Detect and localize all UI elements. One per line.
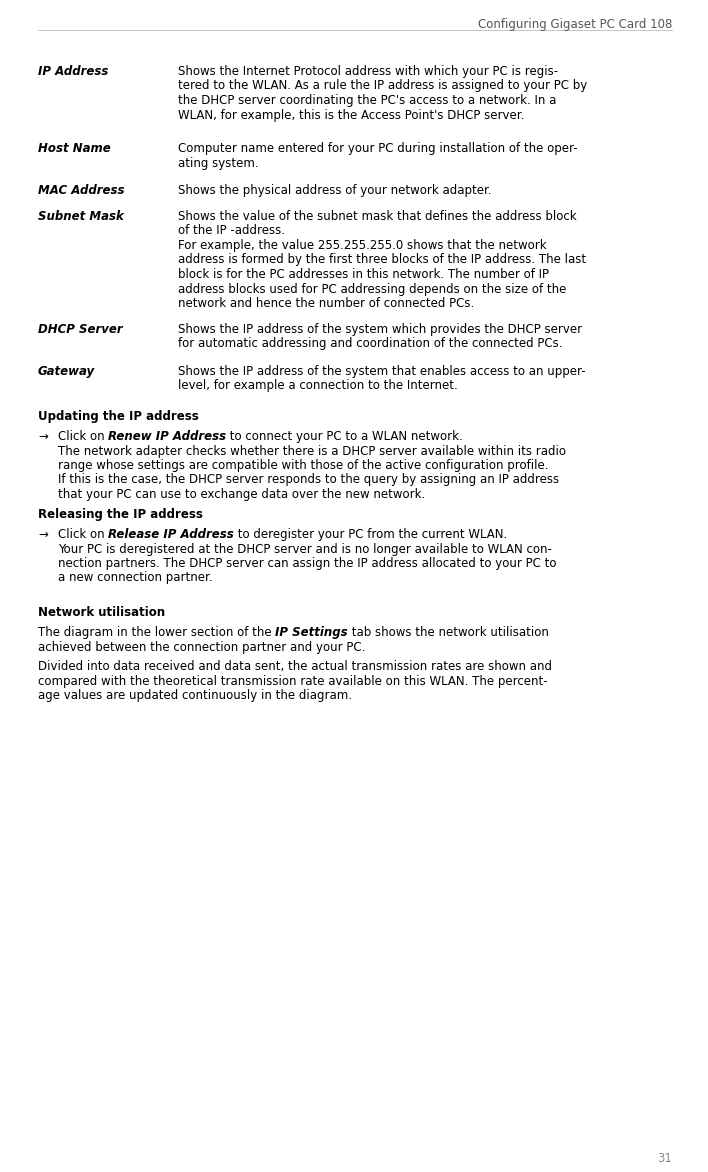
Text: →: → (38, 430, 48, 443)
Text: that your PC can use to exchange data over the new network.: that your PC can use to exchange data ov… (58, 488, 426, 500)
Text: Shows the Internet Protocol address with which your PC is regis-: Shows the Internet Protocol address with… (178, 64, 558, 79)
Text: network and hence the number of connected PCs.: network and hence the number of connecte… (178, 297, 474, 311)
Text: Configuring Gigaset PC Card 108: Configuring Gigaset PC Card 108 (478, 18, 672, 30)
Text: the DHCP server coordinating the PC's access to a network. In a: the DHCP server coordinating the PC's ac… (178, 94, 556, 107)
Text: Click on: Click on (58, 529, 108, 541)
Text: Host Name: Host Name (38, 142, 110, 155)
Text: Click on: Click on (58, 430, 108, 443)
Text: If this is the case, the DHCP server responds to the query by assigning an IP ad: If this is the case, the DHCP server res… (58, 473, 559, 486)
Text: The network adapter checks whether there is a DHCP server available within its r: The network adapter checks whether there… (58, 444, 566, 457)
Text: Network utilisation: Network utilisation (38, 606, 165, 619)
Text: range whose settings are compatible with those of the active configuration profi: range whose settings are compatible with… (58, 459, 549, 472)
Text: level, for example a connection to the Internet.: level, for example a connection to the I… (178, 380, 458, 393)
Text: DHCP Server: DHCP Server (38, 323, 122, 336)
Text: Shows the IP address of the system that enables access to an upper-: Shows the IP address of the system that … (178, 364, 586, 379)
Text: Divided into data received and data sent, the actual transmission rates are show: Divided into data received and data sent… (38, 660, 552, 673)
Text: address is formed by the first three blocks of the IP address. The last: address is formed by the first three blo… (178, 253, 586, 266)
Text: to deregister your PC from the current WLAN.: to deregister your PC from the current W… (234, 529, 508, 541)
Text: IP Address: IP Address (38, 64, 108, 79)
Text: to connect your PC to a WLAN network.: to connect your PC to a WLAN network. (227, 430, 463, 443)
Text: The diagram in the lower section of the: The diagram in the lower section of the (38, 626, 275, 639)
Text: IP Settings: IP Settings (275, 626, 348, 639)
Text: Updating the IP address: Updating the IP address (38, 410, 199, 423)
Text: nection partners. The DHCP server can assign the IP address allocated to your PC: nection partners. The DHCP server can as… (58, 557, 556, 570)
Text: tered to the WLAN. As a rule the IP address is assigned to your PC by: tered to the WLAN. As a rule the IP addr… (178, 80, 587, 93)
Text: Shows the physical address of your network adapter.: Shows the physical address of your netwo… (178, 184, 491, 197)
Text: →: → (38, 529, 48, 541)
Text: Your PC is deregistered at the DHCP server and is no longer available to WLAN co: Your PC is deregistered at the DHCP serv… (58, 543, 552, 556)
Text: block is for the PC addresses in this network. The number of IP: block is for the PC addresses in this ne… (178, 268, 549, 281)
Text: address blocks used for PC addressing depends on the size of the: address blocks used for PC addressing de… (178, 282, 566, 295)
Text: ating system.: ating system. (178, 157, 258, 170)
Text: Release IP Address: Release IP Address (108, 529, 234, 541)
Text: For example, the value 255.255.255.0 shows that the network: For example, the value 255.255.255.0 sho… (178, 239, 547, 252)
Text: Releasing the IP address: Releasing the IP address (38, 507, 203, 522)
Text: WLAN, for example, this is the Access Point's DHCP server.: WLAN, for example, this is the Access Po… (178, 109, 525, 122)
Text: a new connection partner.: a new connection partner. (58, 572, 212, 585)
Text: compared with the theoretical transmission rate available on this WLAN. The perc: compared with the theoretical transmissi… (38, 675, 547, 688)
Text: tab shows the network utilisation: tab shows the network utilisation (348, 626, 549, 639)
Text: of the IP -address.: of the IP -address. (178, 225, 285, 238)
Text: Shows the IP address of the system which provides the DHCP server: Shows the IP address of the system which… (178, 323, 582, 336)
Text: Renew IP Address: Renew IP Address (108, 430, 227, 443)
Text: age values are updated continuously in the diagram.: age values are updated continuously in t… (38, 689, 352, 702)
Text: Computer name entered for your PC during installation of the oper-: Computer name entered for your PC during… (178, 142, 578, 155)
Text: Shows the value of the subnet mask that defines the address block: Shows the value of the subnet mask that … (178, 210, 576, 223)
Text: 31: 31 (657, 1152, 672, 1165)
Text: MAC Address: MAC Address (38, 184, 125, 197)
Text: for automatic addressing and coordination of the connected PCs.: for automatic addressing and coordinatio… (178, 338, 562, 350)
Text: Gateway: Gateway (38, 364, 95, 379)
Text: achieved between the connection partner and your PC.: achieved between the connection partner … (38, 641, 365, 654)
Text: Subnet Mask: Subnet Mask (38, 210, 124, 223)
